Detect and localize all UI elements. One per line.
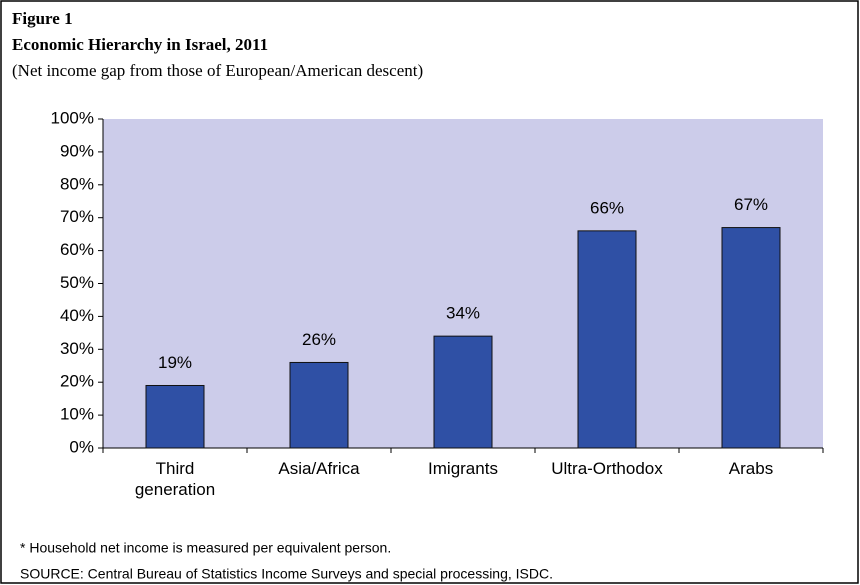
chart-subtitle: (Net income gap from those of European/A…: [12, 61, 423, 80]
value-label: 66%: [590, 198, 624, 217]
y-tick-label: 90%: [60, 141, 94, 160]
bar: [289, 361, 349, 449]
figure-label: Figure 1: [12, 9, 73, 28]
value-label: 67%: [734, 195, 768, 214]
x-tick-label: Asia/Africa: [278, 459, 360, 478]
chart-title: Economic Hierarchy in Israel, 2011: [12, 35, 268, 54]
x-tick-label: Imigrants: [428, 459, 498, 478]
source-note: SOURCE: Central Bureau of Statistics Inc…: [20, 566, 553, 582]
y-tick-label: 30%: [60, 339, 94, 358]
y-tick-label: 0%: [69, 437, 94, 456]
x-tick-label: Ultra-Orthodox: [551, 459, 663, 478]
bar: [577, 230, 637, 449]
y-tick-label: 80%: [60, 174, 94, 193]
y-tick-label: 50%: [60, 273, 94, 292]
bar: [145, 384, 205, 449]
y-tick-label: 20%: [60, 372, 94, 391]
y-tick-label: 70%: [60, 207, 94, 226]
y-tick-label: 10%: [60, 405, 94, 424]
y-tick-label: 100%: [51, 108, 94, 127]
value-label: 34%: [446, 304, 480, 323]
bar: [721, 227, 781, 449]
y-tick-label: 60%: [60, 240, 94, 259]
value-label: 19%: [158, 353, 192, 372]
value-label: 26%: [302, 330, 336, 349]
x-tick-label: Arabs: [728, 459, 774, 478]
footnote: * Household net income is measured per e…: [20, 540, 391, 556]
y-tick-label: 40%: [60, 306, 94, 325]
x-tick-label: Third generation: [134, 459, 216, 499]
bar: [433, 335, 493, 449]
